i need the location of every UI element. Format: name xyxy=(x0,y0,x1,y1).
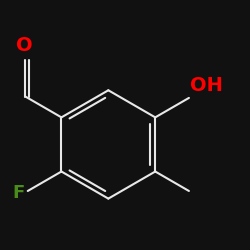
Text: OH: OH xyxy=(190,76,223,94)
Text: F: F xyxy=(13,184,25,202)
Text: O: O xyxy=(16,36,32,56)
